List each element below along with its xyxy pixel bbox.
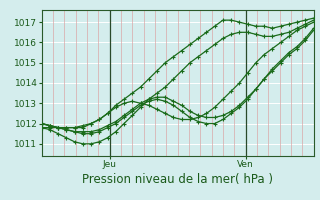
X-axis label: Pression niveau de la mer( hPa ): Pression niveau de la mer( hPa )	[82, 173, 273, 186]
